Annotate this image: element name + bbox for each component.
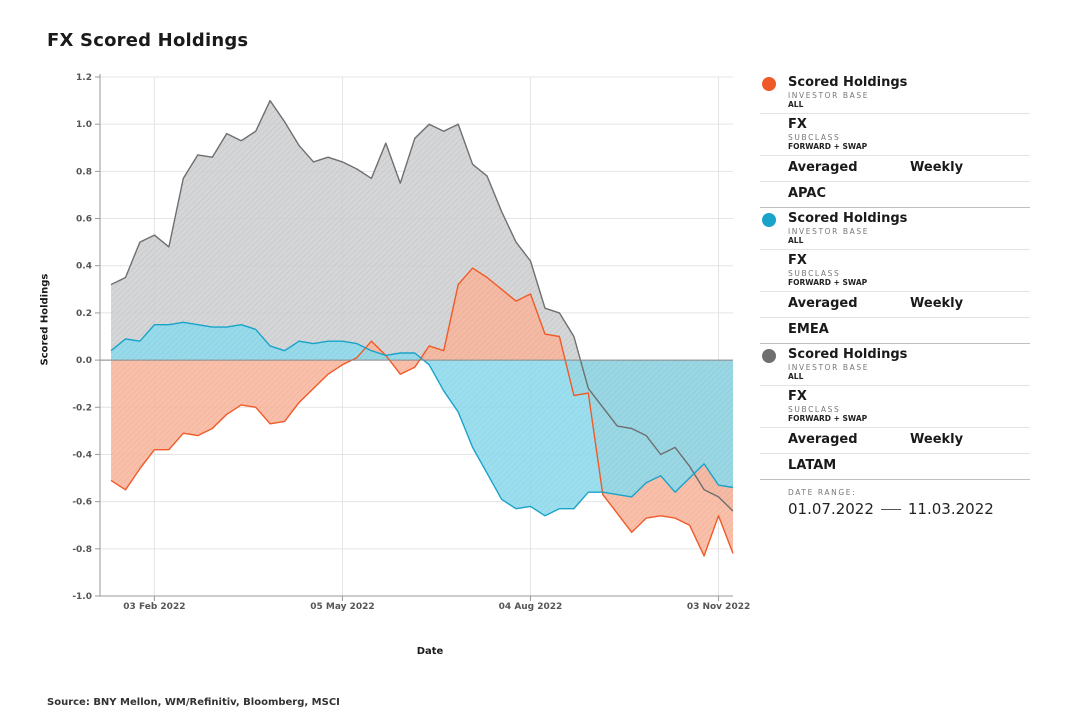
- source-note: Source: BNY Mellon, WM/Refinitiv, Bloomb…: [47, 697, 340, 708]
- legend-sub-value: ALL: [788, 372, 804, 381]
- series-line-apac: [110, 267, 734, 557]
- legend: Scored Holdings INVESTOR BASE ALL FX SUB…: [760, 72, 1030, 518]
- series-color-dot: [762, 349, 776, 363]
- legend-series-name: Scored Holdings: [788, 75, 908, 90]
- y-tick-label: 1.2: [76, 73, 92, 83]
- legend-series-name: Scored Holdings: [788, 211, 908, 226]
- legend-asset: FX: [788, 253, 807, 268]
- legend-entry[interactable]: Scored Holdings INVESTOR BASE ALL FX SUB…: [760, 208, 1030, 344]
- chart-canvas: -1.0 -0.8 -0.6 -0.4 -0.2 0.0 0.2 0.4 0.6 0.8 1.0 1.…: [72, 73, 750, 612]
- x-tick-label: 03 Nov 2022: [687, 602, 750, 612]
- date-range-separator: [880, 508, 901, 510]
- date-to[interactable]: 11.03.2022: [907, 500, 994, 518]
- legend-sub-label: SUBCLASS: [788, 269, 841, 278]
- legend-frequency: Weekly: [910, 160, 964, 175]
- legend-entry[interactable]: Scored Holdings INVESTOR BASE ALL FX SUB…: [760, 344, 1030, 480]
- y-tick-label: 0.2: [76, 309, 92, 319]
- y-tick-label: 0.8: [76, 167, 92, 177]
- date-range[interactable]: 01.07.2022 11.03.2022: [788, 500, 1030, 518]
- legend-sub-label: INVESTOR BASE: [788, 91, 870, 100]
- x-tick-label: 05 May 2022: [310, 602, 374, 612]
- legend-sub-value: FORWARD + SWAP: [788, 414, 868, 423]
- series-area-emea: [111, 322, 733, 516]
- y-tick-label: -0.2: [72, 403, 92, 413]
- y-tick-label: -0.6: [72, 498, 92, 508]
- legend-sub-value: ALL: [788, 100, 804, 109]
- date-range-label: DATE RANGE:: [788, 488, 857, 497]
- legend-region: EMEA: [788, 322, 829, 337]
- legend-sub-label: INVESTOR BASE: [788, 363, 870, 372]
- legend-region: LATAM: [788, 458, 837, 473]
- series-lines: [110, 99, 734, 557]
- legend-entry[interactable]: Scored Holdings INVESTOR BASE ALL FX SUB…: [760, 72, 1030, 208]
- legend-sub-label: INVESTOR BASE: [788, 227, 870, 236]
- legend-sub-value: FORWARD + SWAP: [788, 142, 868, 151]
- y-tick-label: 0.0: [76, 356, 92, 366]
- series-color-dot: [762, 77, 776, 91]
- legend-sub-label: SUBCLASS: [788, 133, 841, 142]
- legend-asset: FX: [788, 389, 807, 404]
- y-tick-label: 1.0: [76, 120, 92, 130]
- legend-series-name: Scored Holdings: [788, 347, 908, 362]
- y-tick-label: 0.6: [76, 215, 92, 225]
- legend-frequency: Weekly: [910, 296, 964, 311]
- legend-method: Averaged: [788, 296, 858, 311]
- axes: -1.0 -0.8 -0.6 -0.4 -0.2 0.0 0.2 0.4 0.6 0.8 1.0 1.…: [72, 73, 750, 612]
- series-line-emea: [110, 321, 734, 517]
- legend-sub-label: SUBCLASS: [788, 405, 841, 414]
- y-tick-label: -0.4: [72, 450, 92, 460]
- x-tick-label: 03 Feb 2022: [123, 602, 185, 612]
- y-tick-label: -0.8: [72, 545, 92, 555]
- series-color-dot: [762, 213, 776, 227]
- series-line-latam: [110, 99, 734, 512]
- series-areas: [111, 100, 733, 556]
- legend-sub-value: ALL: [788, 236, 804, 245]
- legend-sub-value: FORWARD + SWAP: [788, 278, 868, 287]
- y-tick-label: 0.4: [76, 262, 92, 272]
- legend-method: Averaged: [788, 432, 858, 447]
- y-tick-label: -1.0: [72, 592, 92, 602]
- chart-title: FX Scored Holdings: [47, 30, 249, 51]
- legend-frequency: Weekly: [910, 432, 964, 447]
- series-area-latam: [111, 100, 733, 512]
- legend-region: APAC: [788, 186, 826, 201]
- legend-method: Averaged: [788, 160, 858, 175]
- y-axis-label: Scored Holdings: [39, 273, 51, 366]
- x-axis-label: Date: [416, 646, 444, 657]
- x-tick-label: 04 Aug 2022: [499, 602, 563, 612]
- legend-asset: FX: [788, 117, 807, 132]
- date-from[interactable]: 01.07.2022: [788, 500, 874, 518]
